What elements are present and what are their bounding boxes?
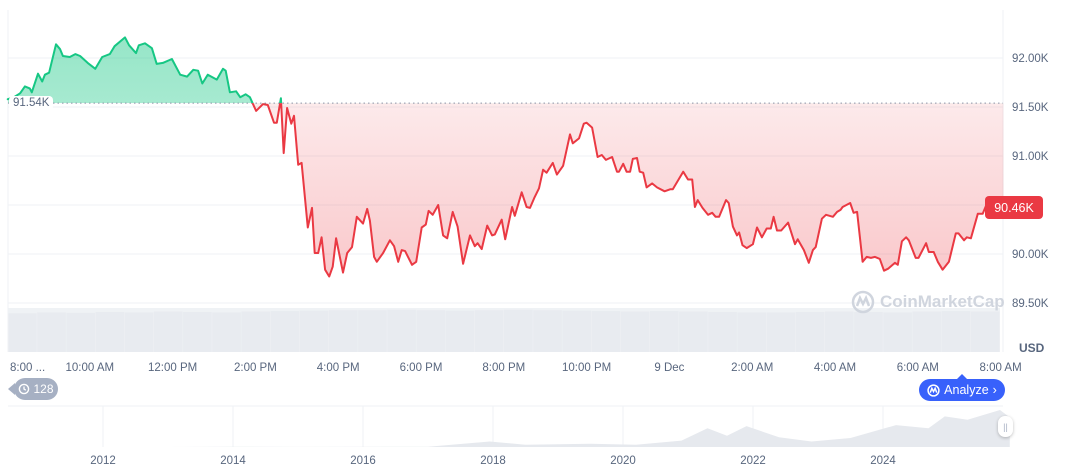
volume-bar bbox=[912, 311, 942, 352]
history-badge[interactable]: 128 bbox=[8, 378, 58, 400]
cmc-logo-icon bbox=[927, 383, 940, 397]
navigator-area bbox=[12, 410, 1010, 447]
x-tick-label: 2:00 PM bbox=[234, 362, 277, 374]
volume-bar bbox=[504, 309, 533, 352]
x-tick-label: 4:00 AM bbox=[814, 362, 856, 374]
y-axis: 92.00K 91.50K 91.00K 90.00K 89.50K bbox=[1012, 53, 1049, 310]
volume-bar bbox=[854, 311, 883, 352]
volume-bar bbox=[358, 310, 387, 352]
range-handle[interactable]: || bbox=[998, 416, 1013, 437]
volume-bar bbox=[824, 311, 854, 352]
volume-bar bbox=[416, 310, 446, 352]
x-axis: 8:00 ... 10:00 AM 12:00 PM 2:00 PM 4:00 PM 6:… bbox=[10, 362, 1022, 374]
volume-bar bbox=[766, 312, 796, 352]
baseline-label: 91.54K bbox=[9, 96, 54, 110]
analyze-label: Analyze bbox=[944, 383, 989, 397]
x-tick-label: 8:00 PM bbox=[482, 362, 525, 374]
navigator-year-label: 2024 bbox=[870, 455, 896, 467]
volume-bar bbox=[299, 310, 329, 352]
currency-label: USD bbox=[1019, 341, 1045, 355]
x-tick-label: 9 Dec bbox=[654, 362, 684, 374]
y-tick-label: 89.50K bbox=[1012, 298, 1049, 310]
x-tick-label: 4:00 PM bbox=[317, 362, 360, 374]
x-tick-label: 10:00 PM bbox=[562, 362, 611, 374]
volume-bar bbox=[387, 309, 416, 352]
area-above-baseline bbox=[7, 37, 1004, 104]
analyze-button[interactable]: Analyze › bbox=[919, 374, 1005, 401]
y-tick-label: 92.00K bbox=[1012, 53, 1049, 65]
navigator-year-label: 2022 bbox=[740, 455, 766, 467]
volume-bar bbox=[37, 312, 66, 352]
watermark-text: CoinMarketCap bbox=[880, 292, 1005, 311]
navigator-year-label: 2012 bbox=[90, 455, 116, 467]
y-tick-label: 90.00K bbox=[1012, 249, 1049, 261]
volume-bar bbox=[212, 312, 241, 352]
volume-bar bbox=[183, 311, 212, 352]
volume-bar bbox=[8, 313, 37, 352]
navigator-year-label: 2018 bbox=[480, 455, 506, 467]
volume-bar bbox=[620, 311, 650, 352]
x-tick-label: 6:00 PM bbox=[400, 362, 443, 374]
volume-bar bbox=[445, 310, 475, 352]
volume-bar bbox=[737, 312, 767, 352]
chevron-right-icon: › bbox=[992, 383, 997, 397]
x-tick-label: 8:00 ... bbox=[10, 362, 45, 374]
volume-bar bbox=[649, 311, 679, 352]
y-tick-label: 91.50K bbox=[1012, 102, 1049, 114]
volume-bar bbox=[708, 311, 737, 352]
history-clock-icon bbox=[19, 383, 30, 395]
volume-bar bbox=[270, 311, 300, 352]
watermark: CoinMarketCap bbox=[851, 290, 1005, 314]
volume-bar bbox=[941, 311, 971, 352]
price-line-down bbox=[251, 103, 1005, 278]
volume-bar bbox=[679, 311, 708, 352]
x-tick-label: 6:00 AM bbox=[897, 362, 939, 374]
navigator-year-axis: 2012 2014 2016 2018 2020 2022 2024 bbox=[90, 455, 896, 467]
volume-bar bbox=[95, 311, 125, 352]
y-tick-label: 91.00K bbox=[1012, 151, 1049, 163]
x-tick-label: 10:00 AM bbox=[66, 362, 115, 374]
history-count: 128 bbox=[33, 382, 54, 396]
volume-bar bbox=[591, 311, 621, 352]
x-tick-label: 8:00 AM bbox=[979, 362, 1021, 374]
volume-bars bbox=[8, 309, 1000, 352]
cmc-logo-icon bbox=[851, 290, 875, 314]
volume-bar bbox=[883, 312, 912, 352]
volume-bar bbox=[241, 311, 271, 352]
x-tick-label: 12:00 PM bbox=[148, 362, 197, 374]
volume-bar bbox=[153, 311, 183, 352]
navigator-year-label: 2020 bbox=[610, 455, 636, 467]
area-below-baseline bbox=[252, 103, 1004, 277]
volume-bar bbox=[328, 310, 358, 352]
navigator-year-label: 2016 bbox=[350, 455, 376, 467]
current-price-tag: 90.46K bbox=[985, 196, 1043, 219]
volume-bar bbox=[66, 312, 96, 352]
volume-bar bbox=[474, 310, 504, 352]
volume-bar bbox=[795, 311, 825, 352]
volume-bar bbox=[970, 311, 1000, 352]
volume-bar bbox=[124, 312, 154, 352]
navigator-year-label: 2014 bbox=[220, 455, 246, 467]
x-tick-label: 2:00 AM bbox=[731, 362, 773, 374]
volume-bar bbox=[533, 310, 562, 352]
price-line-up bbox=[6, 36, 283, 104]
volume-bar bbox=[562, 310, 592, 352]
